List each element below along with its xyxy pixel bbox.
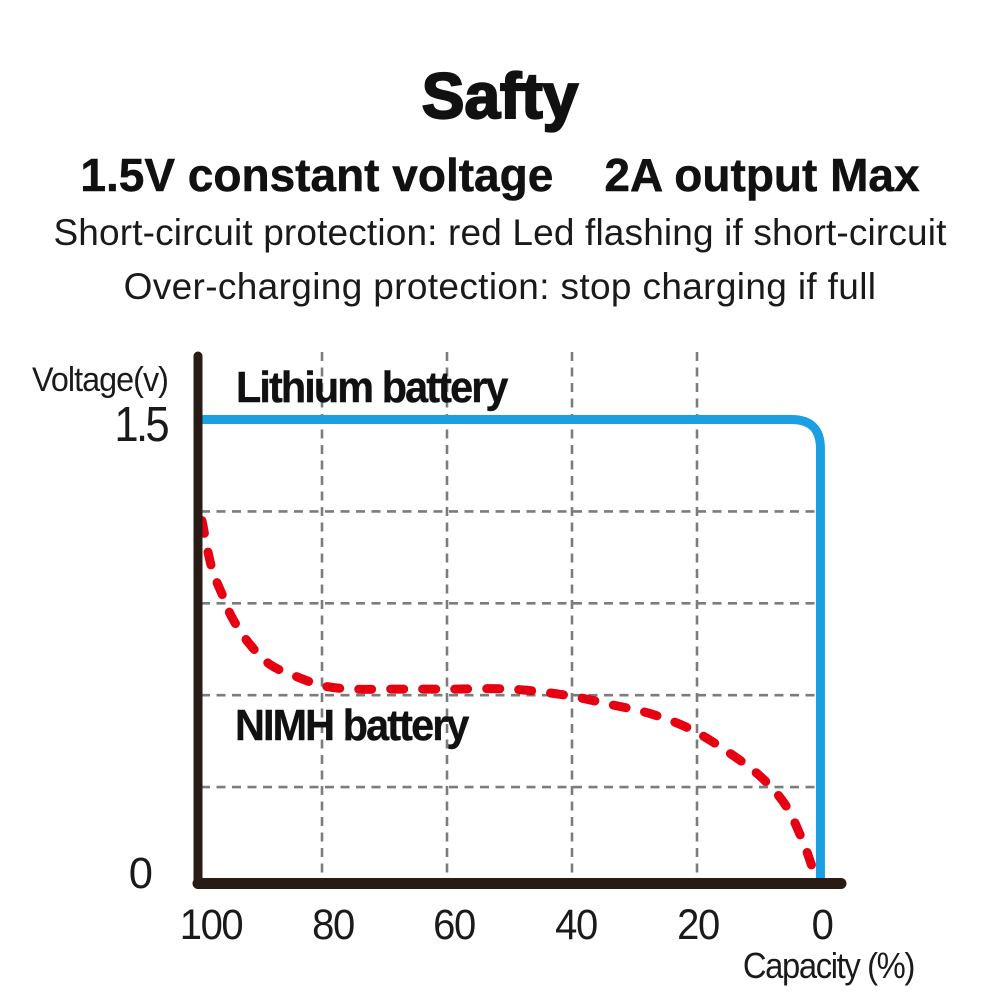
x-tick-label-100: 100 — [177, 901, 244, 950]
page-title: Safty — [421, 59, 580, 132]
series-label-lithium: Lithium battery — [236, 363, 509, 412]
x-tick-text: 100 — [179, 901, 244, 949]
x-tick-text: 40 — [555, 901, 598, 949]
grid-lines — [201, 352, 820, 877]
y-tick-label-1-5: 1.5 — [114, 398, 169, 452]
axes — [192, 351, 847, 889]
x-tick-label-0: 0 — [810, 901, 833, 950]
x-tick-text: 80 — [312, 901, 355, 949]
x-tick-label-60: 60 — [432, 901, 477, 950]
feature-line-short-circuit: Short-circuit protection: red Led flashi… — [53, 212, 947, 253]
x-tick-label-80: 80 — [311, 901, 356, 950]
y-tick-label-0: 0 — [128, 850, 153, 898]
x-tick-label-20: 20 — [675, 901, 720, 950]
feature-line-over-charging: Over-charging protection: stop charging … — [123, 266, 877, 307]
x-tick-text: 0 — [811, 901, 833, 949]
lithium-battery-curve — [197, 415, 825, 880]
x-tick-text: 60 — [433, 901, 476, 949]
series-label-nimh: NIMH battery — [235, 701, 470, 750]
x-axis-title: Capacity (%) — [742, 945, 916, 986]
series-lines — [197, 415, 825, 889]
subtitle: 1.5V constant voltage 2A output Max — [80, 149, 920, 201]
x-tick-label-40: 40 — [554, 901, 599, 950]
x-tick-text: 20 — [676, 901, 720, 949]
y-axis-title: Voltage(v) — [32, 361, 169, 399]
